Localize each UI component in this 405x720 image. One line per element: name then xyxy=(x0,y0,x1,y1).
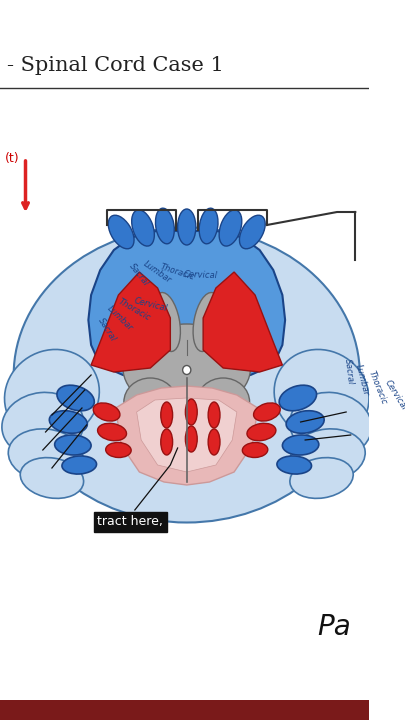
Ellipse shape xyxy=(98,423,126,441)
Ellipse shape xyxy=(4,349,99,441)
Ellipse shape xyxy=(193,292,220,351)
Ellipse shape xyxy=(254,403,280,421)
Ellipse shape xyxy=(290,458,353,498)
Ellipse shape xyxy=(62,456,96,474)
Ellipse shape xyxy=(185,399,197,425)
Ellipse shape xyxy=(14,228,360,523)
Ellipse shape xyxy=(291,429,365,481)
Ellipse shape xyxy=(274,349,369,441)
Text: - Spinal Cord Case 1: - Spinal Cord Case 1 xyxy=(7,55,224,74)
Ellipse shape xyxy=(132,210,154,246)
Ellipse shape xyxy=(208,429,220,455)
Ellipse shape xyxy=(277,456,311,474)
Polygon shape xyxy=(116,386,258,485)
Ellipse shape xyxy=(108,215,134,249)
Ellipse shape xyxy=(55,435,91,455)
Ellipse shape xyxy=(2,392,84,458)
Text: Sacral: Sacral xyxy=(128,262,151,288)
Text: Cervical: Cervical xyxy=(384,378,405,412)
Ellipse shape xyxy=(199,208,218,244)
Ellipse shape xyxy=(156,208,174,244)
Ellipse shape xyxy=(208,402,220,428)
Text: Lumbar: Lumbar xyxy=(354,364,371,397)
Ellipse shape xyxy=(290,392,371,458)
Polygon shape xyxy=(88,230,285,382)
Ellipse shape xyxy=(8,429,83,481)
Ellipse shape xyxy=(106,443,131,457)
Polygon shape xyxy=(91,272,171,372)
Ellipse shape xyxy=(49,410,87,433)
Ellipse shape xyxy=(197,378,249,426)
Text: Thoracic: Thoracic xyxy=(159,262,196,282)
Polygon shape xyxy=(203,272,282,372)
Text: Thoracic: Thoracic xyxy=(117,297,153,323)
Text: tract here,: tract here, xyxy=(97,516,163,528)
Text: Lumbar: Lumbar xyxy=(142,259,173,285)
Text: Sacral: Sacral xyxy=(343,359,355,385)
Text: (t): (t) xyxy=(4,152,19,165)
Ellipse shape xyxy=(153,292,180,351)
Ellipse shape xyxy=(123,324,251,412)
Text: Cervical: Cervical xyxy=(133,297,168,313)
Ellipse shape xyxy=(247,423,276,441)
Ellipse shape xyxy=(219,210,242,246)
Text: Thoracic: Thoracic xyxy=(367,370,389,406)
Text: Cervical: Cervical xyxy=(183,270,217,280)
Ellipse shape xyxy=(242,443,268,457)
Text: Sacral: Sacral xyxy=(96,317,117,343)
Ellipse shape xyxy=(93,403,120,421)
Text: Pa: Pa xyxy=(317,613,351,641)
Ellipse shape xyxy=(183,366,191,374)
Ellipse shape xyxy=(178,209,196,245)
Ellipse shape xyxy=(286,410,324,433)
Polygon shape xyxy=(136,398,237,472)
Ellipse shape xyxy=(279,385,317,411)
Text: Lumbar: Lumbar xyxy=(106,304,135,333)
Ellipse shape xyxy=(57,385,94,411)
Bar xyxy=(0,700,369,720)
Ellipse shape xyxy=(20,458,83,498)
Ellipse shape xyxy=(124,378,177,426)
Ellipse shape xyxy=(185,426,197,452)
Ellipse shape xyxy=(161,402,173,428)
Ellipse shape xyxy=(161,429,173,455)
Ellipse shape xyxy=(239,215,265,249)
Ellipse shape xyxy=(282,435,319,455)
